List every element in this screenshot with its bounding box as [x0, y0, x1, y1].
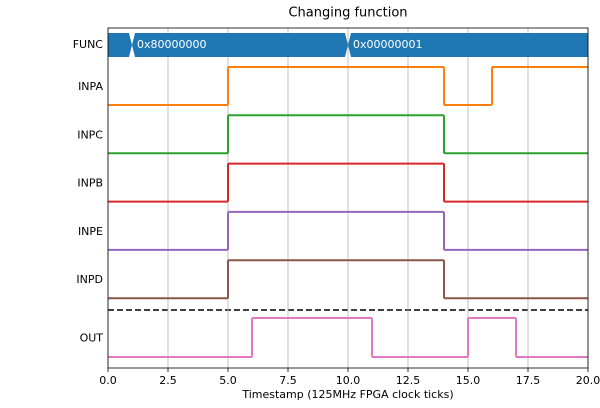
x-tick-label: 10.0 — [336, 374, 361, 387]
x-tick-label: 2.5 — [159, 374, 177, 387]
row-label: FUNC — [73, 38, 104, 51]
bus-segment — [108, 33, 132, 57]
plot-frame — [107, 27, 589, 369]
bus-label: 0x00000001 — [353, 38, 423, 51]
bus-segment — [348, 33, 588, 57]
x-tick-label: 0.0 — [99, 374, 117, 387]
row-label: OUT — [80, 332, 104, 345]
x-tick-label: 15.0 — [456, 374, 481, 387]
row-label: INPE — [78, 225, 103, 238]
row-label: INPC — [77, 128, 103, 141]
x-tick-label: 5.0 — [219, 374, 237, 387]
chart-title: Changing function — [288, 6, 407, 21]
x-tick-label: 12.5 — [396, 374, 421, 387]
bus-label: 0x80000000 — [137, 38, 207, 51]
row-label: INPB — [77, 177, 103, 190]
x-axis-label: Timestamp (125MHz FPGA clock ticks) — [241, 388, 453, 401]
row-label: INPA — [78, 80, 103, 93]
x-tick-label: 7.5 — [279, 374, 297, 387]
row-label: INPD — [76, 273, 103, 286]
x-tick-label: 20.0 — [576, 374, 600, 387]
bus-segment — [132, 33, 348, 57]
x-tick-label: 17.5 — [516, 374, 541, 387]
